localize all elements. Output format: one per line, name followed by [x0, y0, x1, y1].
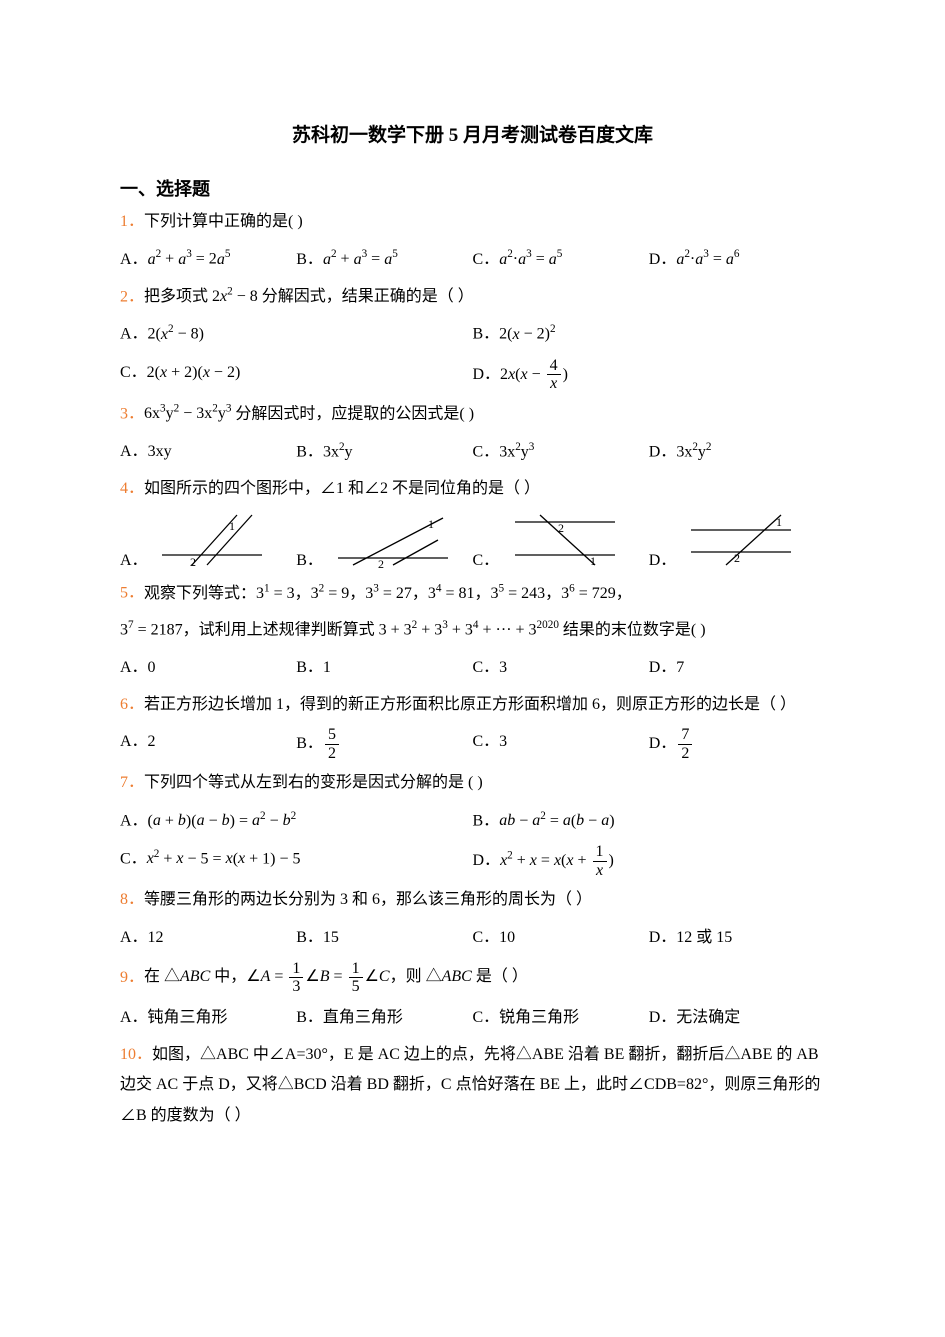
question-5-line2: 37 = 2187，试利用上述规律判断算式 3 + 32 + 33 + 34 +… — [120, 615, 825, 646]
fig-b: 1 2 — [333, 510, 472, 570]
opt-d: D．72 — [649, 726, 825, 762]
svg-text:2: 2 — [190, 555, 196, 569]
opt-b: B．3x2y — [296, 436, 472, 468]
opt-c: C．3 — [473, 726, 649, 762]
q7-options-1: A．(a + b)(a − b) = a2 − b2 B．ab − a2 = a… — [120, 805, 825, 837]
opt-a: A．a2 + a3 = 2a5 — [120, 243, 296, 275]
opt-b: B．52 — [296, 726, 472, 762]
qnum: 10． — [120, 1046, 152, 1063]
question-8: 8．等腰三角形的两边长分别为 3 和 6，那么该三角形的周长为（ ） — [120, 885, 825, 915]
q4-figures: A． 1 2 B． 1 2 C． — [120, 510, 825, 570]
qtext: 在 △ABC 中，∠A = 13∠B = 15∠C，则 △ABC 是（ ） — [144, 968, 528, 985]
svg-text:1: 1 — [229, 519, 235, 533]
fig-c: 2 1 — [510, 510, 649, 570]
opt-b: B．a2 + a3 = a5 — [296, 243, 472, 275]
opt-d: D．a2·a3 = a6 — [649, 243, 825, 275]
qtext: 如图所示的四个图形中，∠1 和∠2 不是同位角的是（ ） — [144, 480, 540, 497]
question-3: 3．6x3y2 − 3x2y3 分解因式时，应提取的公因式是( ) — [120, 399, 825, 430]
qnum: 5． — [120, 585, 144, 602]
opt-d: D．7 — [649, 652, 825, 684]
svg-text:1: 1 — [428, 517, 434, 531]
qtext: 下列计算中正确的是( ) — [144, 213, 303, 230]
qnum: 3． — [120, 405, 144, 422]
qnum: 7． — [120, 774, 144, 791]
q1-options: A．a2 + a3 = 2a5 B．a2 + a3 = a5 C．a2·a3 =… — [120, 243, 825, 275]
question-9: 9．在 △ABC 中，∠A = 13∠B = 15∠C，则 △ABC 是（ ） — [120, 960, 825, 996]
qtext: 6x3y2 − 3x2y3 — [144, 405, 231, 422]
opt-d: D．x2 + x = x(x + 1x) — [473, 843, 826, 879]
qtext: 下列四个等式从左到右的变形是因式分解的是 ( ) — [144, 774, 483, 791]
opt-d-label: D． — [649, 546, 686, 570]
qtext: 把多项式 2x2 − 8 分解因式，结果正确的是（ ） — [144, 288, 474, 305]
opt-a: A．钝角三角形 — [120, 1002, 296, 1034]
qtext: 等腰三角形的两边长分别为 3 和 6，那么该三角形的周长为（ ） — [144, 891, 592, 908]
opt-c: C．x2 + x − 5 = x(x + 1) − 5 — [120, 843, 473, 879]
svg-text:2: 2 — [734, 551, 740, 565]
question-10: 10．如图，△ABC 中∠A=30°，E 是 AC 边上的点，先将△ABE 沿着… — [120, 1040, 825, 1131]
opt-b: B．直角三角形 — [296, 1002, 472, 1034]
qnum: 6． — [120, 696, 144, 713]
qnum: 9． — [120, 968, 144, 985]
q9-options: A．钝角三角形 B．直角三角形 C．锐角三角形 D．无法确定 — [120, 1002, 825, 1034]
qnum: 2． — [120, 288, 144, 305]
opt-a: A．0 — [120, 652, 296, 684]
qnum: 8． — [120, 891, 144, 908]
fig-d: 1 2 — [686, 510, 825, 570]
section-header: 一、选择题 — [120, 175, 825, 201]
opt-d: D．3x2y2 — [649, 436, 825, 468]
q2-options-2: C．2(x + 2)(x − 2) D．2x(x − 4x) — [120, 357, 825, 393]
opt-a: A．3xy — [120, 436, 296, 468]
opt-a: A．(a + b)(a − b) = a2 − b2 — [120, 805, 473, 837]
qnum: 4． — [120, 480, 144, 497]
question-7: 7．下列四个等式从左到右的变形是因式分解的是 ( ) — [120, 768, 825, 798]
opt-d: D．2x(x − 4x) — [473, 357, 826, 393]
svg-text:1: 1 — [590, 554, 596, 568]
q6-options: A．2 B．52 C．3 D．72 — [120, 726, 825, 762]
q3-options: A．3xy B．3x2y C．3x2y3 D．3x2y2 — [120, 436, 825, 468]
q8-options: A．12 B．15 C．10 D．12 或 15 — [120, 922, 825, 954]
fig-a: 1 2 — [157, 510, 296, 570]
q7-options-2: C．x2 + x − 5 = x(x + 1) − 5 D．x2 + x = x… — [120, 843, 825, 879]
q2-options-1: A．2(x2 − 8) B．2(x − 2)2 — [120, 318, 825, 350]
qtext: 观察下列等式：31 = 3，32 = 9，33 = 27，34 = 81，35 … — [144, 585, 632, 602]
opt-c: C．a2·a3 = a5 — [473, 243, 649, 275]
opt-c: C．10 — [473, 922, 649, 954]
qtext: 若正方形边长增加 1，得到的新正方形面积比原正方形面积增加 6，则原正方形的边长… — [144, 696, 796, 713]
opt-a: A．2(x2 − 8) — [120, 318, 473, 350]
question-1: 1．下列计算中正确的是( ) — [120, 207, 825, 237]
opt-c: C．锐角三角形 — [473, 1002, 649, 1034]
question-4: 4．如图所示的四个图形中，∠1 和∠2 不是同位角的是（ ） — [120, 474, 825, 504]
opt-b: B．1 — [296, 652, 472, 684]
opt-b: B．2(x − 2)2 — [473, 318, 826, 350]
opt-a: A．12 — [120, 922, 296, 954]
svg-text:2: 2 — [378, 557, 384, 570]
opt-b-label: B． — [296, 546, 333, 570]
opt-a: A．2 — [120, 726, 296, 762]
opt-a-label: A． — [120, 546, 157, 570]
qtext: 如图，△ABC 中∠A=30°，E 是 AC 边上的点，先将△ABE 沿着 BE… — [120, 1046, 820, 1124]
q5-options: A．0 B．1 C．3 D．7 — [120, 652, 825, 684]
opt-c-label: C． — [473, 546, 510, 570]
svg-text:1: 1 — [776, 515, 782, 529]
opt-c: C．3 — [473, 652, 649, 684]
svg-text:2: 2 — [558, 521, 564, 535]
question-5-line1: 5．观察下列等式：31 = 3，32 = 9，33 = 27，34 = 81，3… — [120, 578, 825, 609]
question-6: 6．若正方形边长增加 1，得到的新正方形面积比原正方形面积增加 6，则原正方形的… — [120, 690, 825, 720]
opt-d: D．12 或 15 — [649, 922, 825, 954]
opt-c: C．2(x + 2)(x − 2) — [120, 357, 473, 393]
opt-b: B．15 — [296, 922, 472, 954]
opt-b: B．ab − a2 = a(b − a) — [473, 805, 826, 837]
qnum: 1． — [120, 213, 144, 230]
opt-c: C．3x2y3 — [473, 436, 649, 468]
doc-title: 苏科初一数学下册 5 月月考测试卷百度文库 — [120, 120, 825, 147]
question-2: 2．把多项式 2x2 − 8 分解因式，结果正确的是（ ） — [120, 282, 825, 313]
opt-d: D．无法确定 — [649, 1002, 825, 1034]
